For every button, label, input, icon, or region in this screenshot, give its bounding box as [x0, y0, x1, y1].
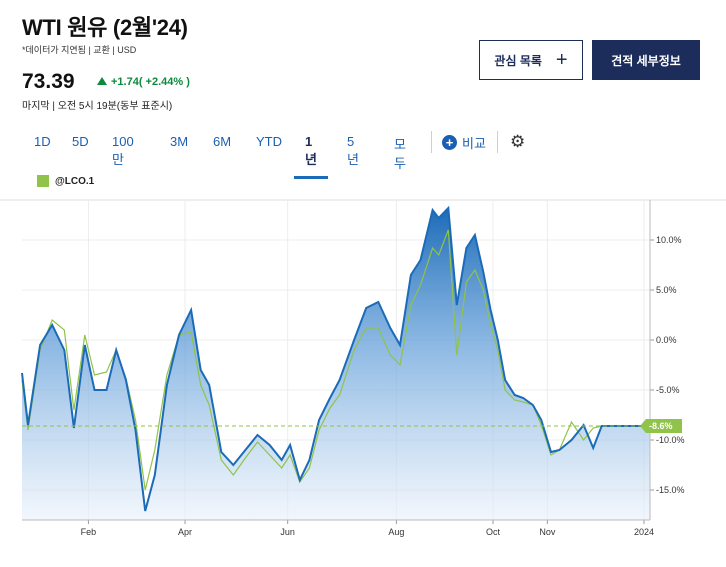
up-arrow-icon	[97, 77, 107, 85]
divider	[497, 131, 498, 153]
quote-details-button[interactable]: 견적 세부정보	[592, 40, 700, 80]
x-tick-label: Aug	[388, 527, 404, 537]
y-tick-label: -15.0%	[656, 485, 685, 495]
tab-100m[interactable]: 100만	[112, 134, 134, 167]
compare-button[interactable]: + 비교	[442, 133, 486, 152]
last-price: 73.39	[22, 70, 75, 93]
y-tick-label: -5.0%	[656, 385, 680, 395]
price-change-value: +1.74( +2.44% )	[111, 76, 190, 88]
legend-swatch	[37, 175, 49, 187]
data-disclaimer: *데이터가 지연됨 | 교환 | USD	[22, 45, 137, 55]
tab-1y[interactable]: 1년	[294, 128, 328, 179]
price-change: +1.74( +2.44% )	[97, 76, 190, 88]
page-title: WTI 원유 (2월'24)	[22, 15, 188, 40]
chart-legend: @LCO.1	[37, 175, 94, 187]
x-tick-label: Oct	[486, 527, 501, 537]
last-value-label: -8.6%	[649, 421, 673, 431]
y-tick-label: 5.0%	[656, 285, 677, 295]
x-tick-label: 2024	[634, 527, 654, 537]
tab-3m[interactable]: 3M	[170, 134, 189, 149]
x-tick-label: Feb	[81, 527, 97, 537]
plus-circle-icon: +	[442, 135, 457, 150]
tab-5d[interactable]: 5D	[72, 134, 89, 149]
tab-ytd[interactable]: YTD	[256, 134, 282, 149]
wti-line	[21, 205, 650, 512]
compare-label: 비교	[462, 136, 486, 151]
y-tick-label: -10.0%	[656, 435, 685, 445]
y-tick-label: 0.0%	[656, 335, 677, 345]
x-tick-label: Jun	[280, 527, 295, 537]
last-value-marker: -8.6%	[640, 419, 682, 433]
wti-area	[22, 208, 650, 520]
x-tick-label: Apr	[178, 527, 192, 537]
gear-icon[interactable]: ⚙	[510, 132, 526, 151]
watchlist-button[interactable]: 관심 목록 +	[479, 40, 583, 80]
plus-icon: +	[555, 49, 568, 71]
last-update-time: 마지막 | 오전 5시 19분(동부 표준시)	[22, 101, 173, 112]
divider	[431, 131, 432, 153]
watchlist-button-label: 관심 목록	[494, 53, 542, 68]
tab-5y[interactable]: 5년	[347, 134, 359, 167]
tab-1d[interactable]: 1D	[34, 134, 51, 149]
legend-label: @LCO.1	[55, 175, 95, 187]
tab-all[interactable]: 모두	[394, 137, 406, 171]
y-tick-label: 10.0%	[656, 235, 682, 245]
price-chart[interactable]: 10.0% 5.0% 0.0% -5.0% -10.0% -15.0% Feb Apr Jun A…	[0, 195, 726, 545]
tab-6m[interactable]: 6M	[213, 134, 232, 149]
x-tick-label: Nov	[539, 527, 556, 537]
